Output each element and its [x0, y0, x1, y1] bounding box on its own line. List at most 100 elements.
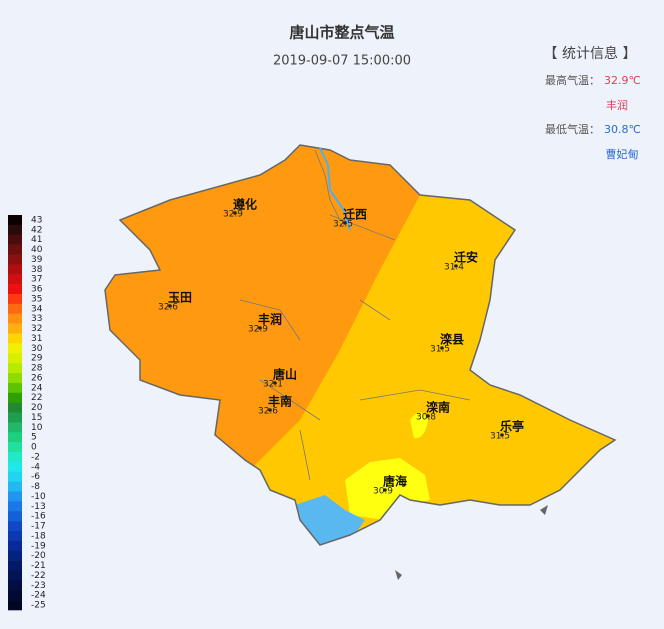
legend-swatch [8, 254, 22, 265]
legend-swatch [8, 402, 22, 413]
station-dot [233, 211, 237, 215]
county-lines [239, 149, 471, 481]
legend-label: 0 [31, 443, 37, 453]
legend-label: -25 [31, 601, 46, 611]
legend-label: -23 [31, 581, 46, 591]
station-value: 32.9 [248, 325, 268, 335]
station-value: 30.8 [416, 413, 436, 423]
station-value: 32.1 [263, 380, 283, 390]
legend-label: 24 [31, 383, 43, 393]
legend-swatch [8, 590, 22, 601]
legend-swatch [8, 442, 22, 453]
legend-swatch [8, 560, 22, 571]
legend-swatch [8, 382, 22, 394]
station-name: 丰南 [268, 394, 292, 409]
station-name: 玉田 [168, 291, 192, 305]
legend-label: -19 [31, 541, 46, 551]
legend-swatch [8, 540, 22, 552]
station-dot [383, 488, 387, 492]
legend-swatch [8, 323, 22, 334]
station-dot [426, 414, 430, 418]
legend-label: 15 [31, 413, 42, 423]
legend-swatch [8, 392, 22, 403]
legend-label: -2 [31, 452, 40, 462]
station-value: 31.4 [444, 263, 464, 273]
legend-swatch [8, 491, 22, 502]
min-label: 最低气温： [545, 122, 600, 136]
legend-swatch [8, 521, 22, 532]
legend-label: -18 [31, 531, 46, 541]
station-dot [268, 408, 272, 412]
legend-label: -20 [31, 551, 46, 561]
max-label: 最高气温： [545, 73, 600, 87]
station-name: 丰润 [258, 312, 282, 327]
legend-label: 31 [31, 334, 42, 344]
legend-label: 29 [31, 354, 43, 364]
legend-label: 40 [31, 245, 43, 255]
legend-swatch [8, 264, 22, 275]
legend-swatch [8, 422, 22, 433]
legend-swatch [8, 313, 22, 324]
legend-label: 37 [31, 275, 42, 285]
station-dot [440, 346, 444, 350]
legend-label: -4 [31, 462, 40, 472]
legend-swatch [8, 234, 22, 245]
legend-swatch [8, 303, 22, 315]
title: 唐山市整点气温 [289, 24, 394, 42]
legend-swatch [8, 600, 22, 611]
min-value: 30.8℃ [604, 123, 641, 136]
station-dot [258, 326, 262, 330]
legend-label: 20 [31, 403, 43, 413]
min-station: 曹妃甸 [606, 147, 639, 161]
station-dot [343, 221, 347, 225]
station-name: 迁西 [343, 207, 367, 222]
station-value: 32.9 [223, 210, 243, 220]
legend-label: -13 [31, 502, 46, 512]
legend-label: -17 [31, 522, 46, 532]
station-name: 滦南 [426, 400, 450, 415]
legend-label: 5 [31, 433, 37, 443]
legend-label: 36 [31, 285, 43, 295]
legend-swatch [8, 432, 22, 443]
legend-swatch [8, 363, 22, 374]
legend-label: 10 [31, 423, 43, 433]
legend-label: -8 [31, 482, 40, 492]
datetime: 2019-09-07 15:00:00 [273, 54, 411, 69]
legend-swatch [8, 550, 22, 561]
legend-swatch [8, 452, 22, 463]
legend-label: -6 [31, 472, 40, 482]
max-value: 32.9℃ [604, 74, 641, 87]
islands [395, 505, 548, 580]
legend-swatch [8, 461, 22, 473]
station-dot [168, 304, 172, 308]
legend-swatch [8, 471, 22, 482]
legend-swatch [8, 294, 22, 305]
station-value: 30.9 [373, 487, 393, 497]
station-dot [500, 433, 504, 437]
legend-label: 42 [31, 225, 42, 235]
station-name: 唐山 [273, 367, 297, 382]
legend-swatch [8, 373, 22, 384]
legend-swatch [8, 501, 22, 512]
river [319, 147, 351, 231]
legend: 4342414039383736353433323130292826242220… [8, 215, 46, 611]
legend-label: -21 [31, 561, 46, 571]
legend-label: 43 [31, 215, 42, 225]
station-value: 32.6 [258, 407, 278, 417]
station-name: 乐亭 [500, 419, 524, 434]
legend-label: -16 [31, 512, 46, 522]
station-value: 31.5 [490, 432, 510, 442]
station-dot [273, 381, 277, 385]
legend-swatch [8, 511, 22, 522]
legend-swatch [8, 570, 22, 581]
legend-swatch [8, 343, 22, 354]
legend-swatch [8, 531, 22, 542]
legend-label: 33 [31, 314, 42, 324]
station-value: 32.6 [158, 303, 178, 313]
station-name: 遵化 [233, 197, 257, 212]
legend-label: -24 [31, 591, 46, 601]
legend-swatch [8, 481, 22, 492]
